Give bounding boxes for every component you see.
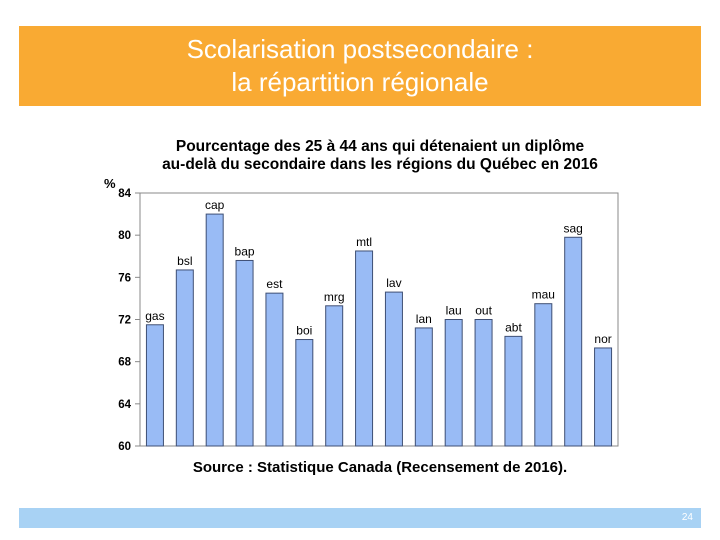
y-axis-label: % [104,176,116,191]
bar-label-lav: lav [386,276,401,290]
bar-est [265,292,284,447]
bar-gas [145,324,164,447]
bar-label-cap: cap [205,198,225,212]
bar-cap [205,213,224,447]
bar-lau [444,319,463,447]
chart-source: Source : Statistique Canada (Recensement… [192,459,568,476]
bar-lav [384,291,403,447]
bar-label-lan: lan [416,312,432,326]
bar-abt [504,335,523,447]
bar-lan [414,327,433,447]
footer-bar: 24 [19,508,701,528]
bar-mau [534,303,553,447]
slide-title-line-1: Scolarisation postsecondaire : [186,34,534,64]
bar-label-lau: lau [446,304,462,318]
bar-boi [295,339,314,447]
bar-bap [235,259,254,447]
bar-mrg [325,305,344,447]
bar-label-bap: bap [235,244,255,258]
bar-label-mtl: mtl [356,235,372,249]
bar-label-nor: nor [594,332,611,346]
bar-label-mau: mau [532,288,555,302]
bar-sag [564,236,583,447]
chart-title: Pourcentage des 25 à 44 ans qui détenaie… [100,138,660,174]
y-tick-label: 64 [118,399,131,411]
page-number: 24 [681,512,693,523]
bar-label-sag: sag [564,221,583,235]
y-tick-label: 84 [118,188,131,200]
bar-label-mrg: mrg [324,290,345,304]
bar-label-bsl: bsl [177,254,192,268]
y-tick-label: 68 [118,357,131,369]
y-tick-label: 60 [118,441,131,453]
bar-bsl [175,269,194,447]
y-tick-label: 76 [118,272,131,284]
bar-label-boi: boi [296,324,312,338]
bar-label-gas: gas [145,309,164,323]
slide-title-line-2: la répartition régionale [231,67,489,97]
bar-label-out: out [475,304,492,318]
y-tick-label: 80 [118,230,131,242]
slide-title-banner: Scolarisation postsecondaire : la répart… [19,26,701,106]
bar-mtl [355,250,374,447]
chart-title-line-1: Pourcentage des 25 à 44 ans qui détenaie… [175,138,585,155]
bar-label-est: est [266,277,283,291]
bar-nor [594,347,613,447]
bar-label-abt: abt [505,320,522,334]
y-tick-label: 72 [118,315,131,327]
bar-out [474,319,493,447]
chart-title-line-2: au-delà du secondaire dans les régions d… [162,156,598,173]
